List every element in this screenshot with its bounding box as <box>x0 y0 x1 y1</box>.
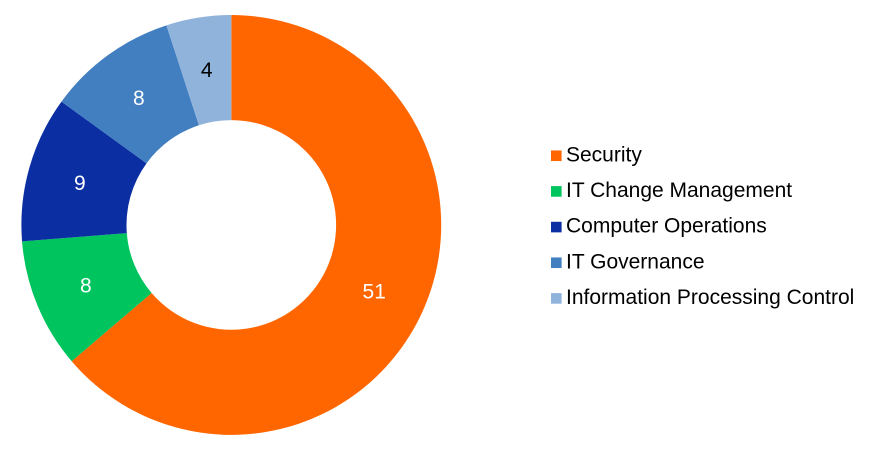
svg-text:8: 8 <box>80 275 92 298</box>
svg-text:4: 4 <box>201 59 213 82</box>
svg-text:Computer Operations: Computer Operations <box>566 215 767 238</box>
svg-text:Security: Security <box>566 143 642 166</box>
svg-text:Information Processing Control: Information Processing Control <box>566 286 854 309</box>
svg-text:IT Change Management: IT Change Management <box>566 179 792 202</box>
svg-text:51: 51 <box>363 280 386 303</box>
svg-text:9: 9 <box>74 172 86 195</box>
svg-text:8: 8 <box>133 87 145 110</box>
svg-text:IT Governance: IT Governance <box>566 250 705 273</box>
